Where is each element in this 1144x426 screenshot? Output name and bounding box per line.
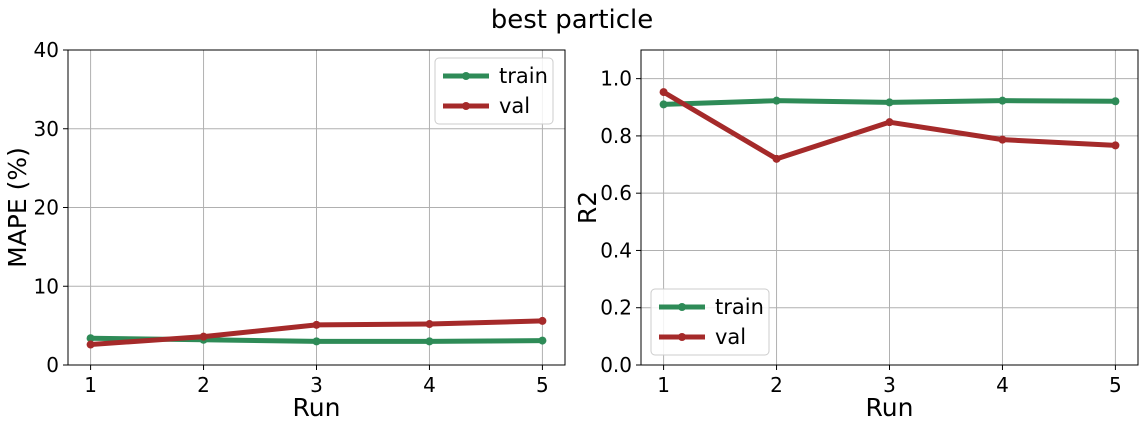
mape-val-point-1 [86, 340, 95, 349]
mape-train-point-1 [86, 334, 95, 343]
mape-val-point-3 [312, 320, 321, 329]
r2-xtick-label-1: 1 [657, 373, 670, 397]
r2-legend: train val [650, 288, 770, 356]
r2-val-point-3 [885, 118, 894, 127]
r2-train-point-2 [772, 96, 781, 105]
mape-train-point-5 [538, 336, 547, 345]
mape-val-point-5 [538, 316, 547, 325]
r2-legend-val-marker [678, 333, 686, 341]
mape-ytick-label-3: 30 [34, 117, 59, 141]
mape-chart: 1 2 3 4 5 0 10 20 30 40 Run MAPE (%) train val [3, 38, 566, 422]
r2-legend-train-label: train [715, 295, 764, 319]
mape-ytick-label-1: 10 [34, 274, 59, 298]
r2-xtick-label-3: 3 [883, 373, 896, 397]
mape-legend-train-marker [462, 72, 470, 80]
mape-legend-val-label: val [499, 94, 530, 118]
r2-ytick-label-5: 1.0 [600, 67, 632, 91]
mape-legend-val-marker [462, 102, 470, 110]
r2-legend-val-label: val [715, 325, 746, 349]
mape-xtick-label-5: 5 [536, 373, 549, 397]
mape-train-point-3 [312, 337, 321, 346]
r2-ytick-label-4: 0.8 [600, 124, 632, 148]
r2-train-point-4 [998, 96, 1007, 105]
r2-ytick-label-2: 0.4 [600, 238, 632, 262]
r2-xtick-label-2: 2 [770, 373, 783, 397]
r2-ylabel: R2 [573, 191, 602, 224]
r2-ytick-label-0: 0.0 [600, 353, 632, 377]
mape-xtick-label-3: 3 [310, 373, 323, 397]
r2-train-point-5 [1111, 97, 1120, 106]
r2-chart: 1 2 3 4 5 0.0 0.2 0.4 0.6 0.8 1.0 Run R2 train val [573, 49, 1139, 422]
r2-val-point-4 [998, 135, 1007, 144]
r2-ytick-label-1: 0.2 [600, 296, 632, 320]
r2-train-point-1 [659, 100, 668, 109]
r2-val-point-2 [772, 154, 781, 163]
mape-ytick-label-0: 0 [46, 353, 59, 377]
mape-ytick-label-4: 40 [34, 38, 59, 62]
r2-xtick-label-5: 5 [1109, 373, 1122, 397]
mape-legend-train-label: train [499, 64, 548, 88]
mape-train-point-4 [425, 337, 434, 346]
r2-val-point-1 [659, 88, 668, 97]
r2-train-point-3 [885, 98, 894, 107]
mape-ylabel: MAPE (%) [3, 147, 32, 268]
mape-val-point-4 [425, 320, 434, 329]
r2-xlabel: Run [866, 393, 914, 422]
figure-title: best particle [491, 5, 654, 35]
r2-val-point-5 [1111, 141, 1120, 150]
mape-val-point-2 [199, 332, 208, 341]
mape-ytick-label-2: 20 [34, 196, 59, 220]
mape-xtick-label-4: 4 [423, 373, 436, 397]
r2-xtick-label-4: 4 [996, 373, 1009, 397]
mape-xtick-label-2: 2 [197, 373, 210, 397]
mape-legend: train val [434, 57, 554, 125]
mape-xlabel: Run [293, 393, 341, 422]
mape-xtick-label-1: 1 [84, 373, 97, 397]
r2-legend-train-marker [678, 303, 686, 311]
r2-ytick-label-3: 0.6 [600, 181, 632, 205]
